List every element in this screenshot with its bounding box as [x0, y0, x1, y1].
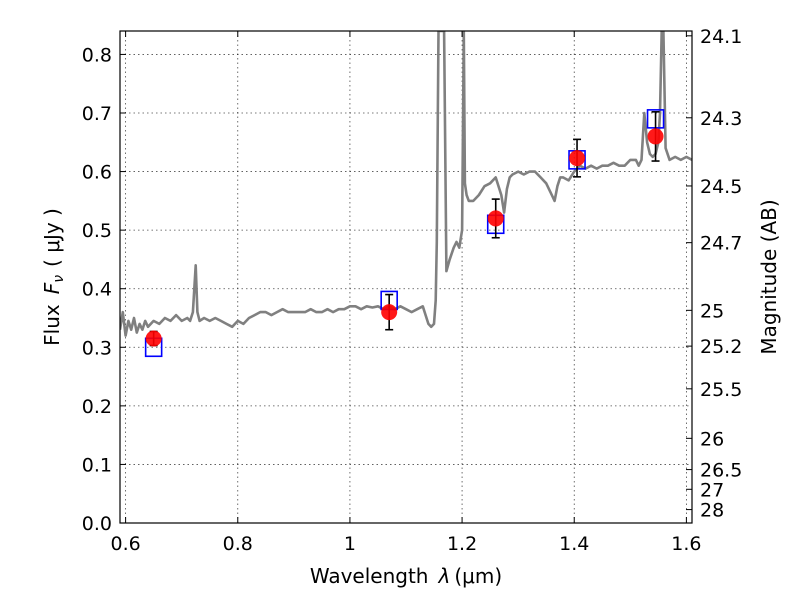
plot-frame — [119, 30, 693, 524]
x-tick-label-0: 0.6 — [110, 533, 140, 555]
y-tick-label-8: 0.8 — [82, 44, 112, 66]
plot-area — [119, 30, 693, 524]
observed-point-3 — [569, 150, 586, 167]
y2-tick-label-0: 24.1 — [700, 26, 742, 48]
y2-tick-label-6: 25.5 — [700, 379, 742, 401]
x-axis: 0.6 0.8 1 1.2 1.4 1.6 — [110, 31, 702, 555]
y2-tick-label-2: 24.5 — [700, 176, 742, 198]
observed-point-0 — [145, 330, 162, 347]
x-tick-label-1: 0.8 — [223, 533, 253, 555]
y-tick-label-6: 0.6 — [82, 162, 112, 184]
x-tick-label-2: 1 — [344, 533, 356, 555]
x-tick-label-5: 1.6 — [671, 533, 701, 555]
observed-point-4 — [647, 128, 664, 145]
y-tick-label-2: 0.2 — [82, 396, 112, 418]
y-tick-label-5: 0.5 — [82, 220, 112, 242]
observed-point-2 — [487, 210, 504, 227]
y2-tick-label-10: 28 — [700, 500, 724, 522]
y-tick-label-3: 0.3 — [82, 337, 112, 359]
y2-tick-label-1: 24.3 — [700, 108, 742, 130]
y2-tick-label-5: 25.2 — [700, 336, 742, 358]
x-axis-label: Wavelength λ (μm) — [310, 564, 502, 588]
y2-tick-label-4: 25 — [700, 300, 724, 322]
y-tick-label-1: 0.1 — [82, 454, 112, 476]
y-axis: 0.0 0.1 0.2 0.3 0.4 0.5 0.6 0.7 0.8 — [82, 44, 126, 535]
y2-tick-label-3: 24.7 — [700, 233, 742, 255]
x-tick-label-3: 1.2 — [447, 533, 477, 555]
y2-tick-label-7: 26 — [700, 428, 724, 450]
observed-point-1 — [381, 304, 398, 321]
y-tick-label-4: 0.4 — [82, 279, 112, 301]
y-axis-label: FluxFν( μJy ) — [40, 208, 67, 346]
x-tick-label-4: 1.4 — [559, 533, 589, 555]
y2-axis-label: Magnitude (AB) — [757, 199, 781, 354]
y2-tick-label-8: 26.5 — [700, 460, 742, 482]
y-tick-label-7: 0.7 — [82, 103, 112, 125]
y-tick-label-0: 0.0 — [82, 513, 112, 535]
model-spectrum-line — [120, 31, 692, 337]
y2-tick-label-9: 27 — [700, 479, 724, 501]
